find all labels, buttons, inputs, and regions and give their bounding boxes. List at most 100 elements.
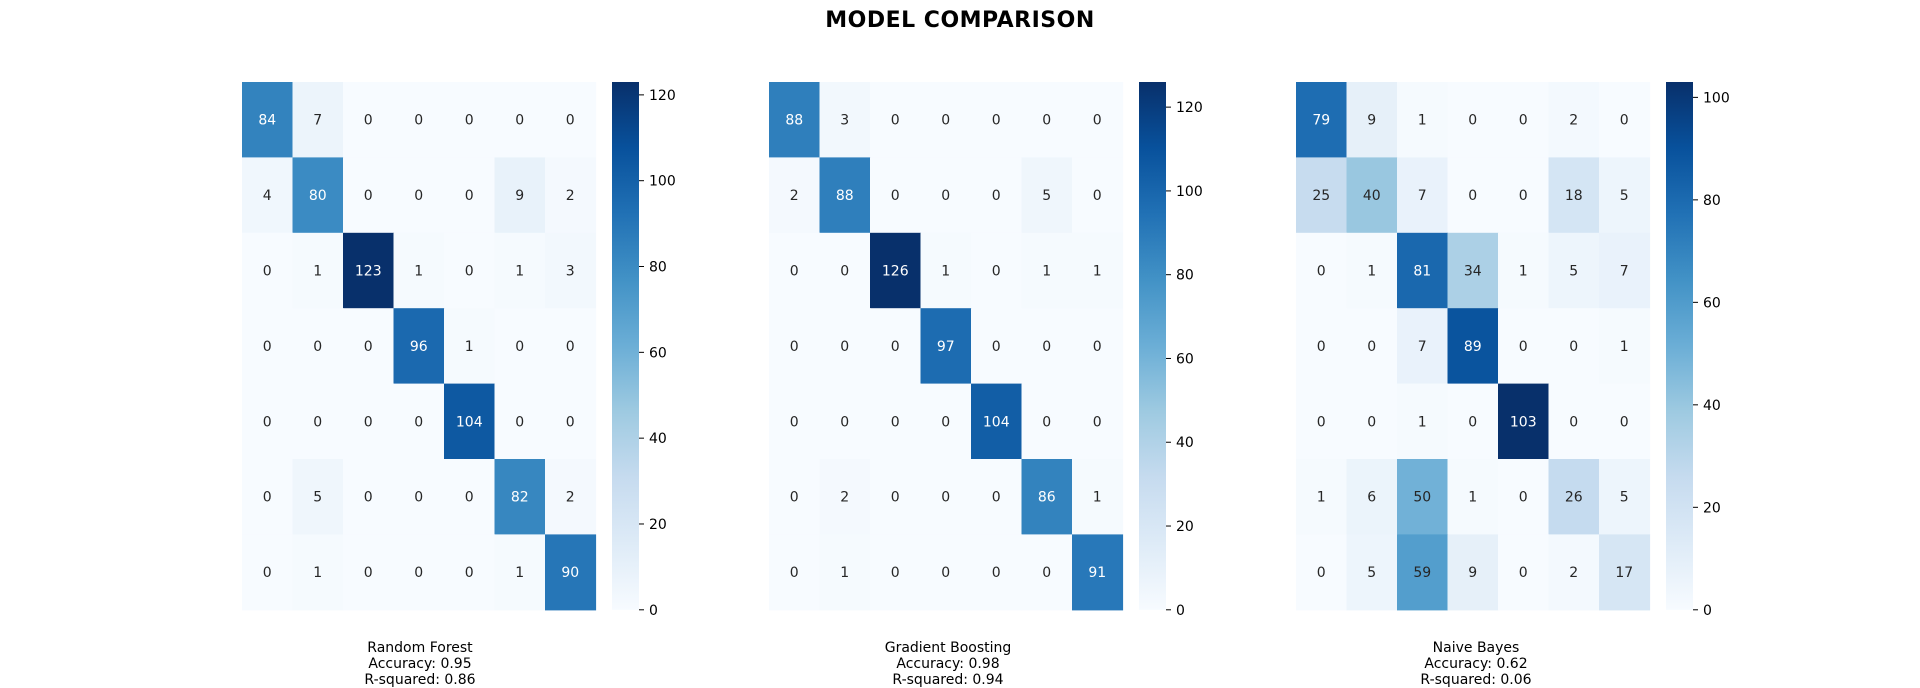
heatmap-cell-r5-c5: [1548, 459, 1600, 535]
heatmap-cell-r3-c3: [1447, 308, 1499, 385]
cell-value-label-r2-c3: 1: [941, 264, 950, 280]
heatmap-cell-r2-c5: [1548, 232, 1600, 309]
heatmap-cell-r6-c2: [1397, 534, 1449, 611]
cell-value-label-r0-c2: 0: [364, 113, 373, 129]
cell-value-label-r5-c3: 0: [414, 490, 423, 506]
heatmap-cell-r5-c4: [1498, 459, 1550, 535]
heatmap-cell-r0-c2: [870, 82, 922, 158]
cell-value-label-r0-c6: 0: [566, 113, 575, 129]
heatmap-cell-r4-c1: [292, 383, 344, 460]
heatmap-cell-r3-c0: [1296, 308, 1348, 385]
heatmap-cell-r6-c5: [1021, 534, 1073, 611]
heatmap-cell-r3-c1: [292, 308, 344, 385]
cell-value-label-r6-c4: 0: [1519, 565, 1528, 581]
heatmap-cell-r4-c6: [1599, 383, 1651, 460]
heatmap-cell-r1-c1: [819, 157, 871, 234]
heatmap-cell-r4-c0: [769, 383, 821, 460]
colorbar-tick-label: 100: [649, 174, 676, 190]
cell-value-label-r1-c1: 88: [836, 188, 854, 204]
cell-value-label-r0-c0: 84: [258, 113, 276, 129]
heatmap-cell-r3-c6: [545, 308, 597, 385]
cell-value-label-r3-c0: 0: [263, 339, 272, 355]
cell-value-label-r5-c1: 6: [1367, 490, 1376, 506]
heatmap-cell-r0-c5: [494, 82, 546, 158]
colorbar-tick-label: 40: [1703, 398, 1721, 414]
heatmap-cell-r4-c3: [1447, 383, 1499, 460]
cell-value-label-r3-c1: 0: [840, 339, 849, 355]
cell-value-label-r4-c5: 0: [1569, 414, 1578, 430]
heatmap-cell-r3-c6: [1599, 308, 1651, 385]
cell-value-label-r5-c5: 86: [1038, 490, 1056, 506]
heatmap-cell-r5-c2: [1397, 459, 1449, 535]
cell-value-label-r1-c2: 7: [1418, 188, 1427, 204]
cell-value-label-r5-c1: 2: [840, 490, 849, 506]
heatmap-cell-r4-c5: [1548, 383, 1600, 460]
heatmap-cell-r3-c1: [1346, 308, 1398, 385]
colorbar-tick-label: 80: [1176, 268, 1194, 284]
cell-value-label-r0-c3: 0: [414, 113, 423, 129]
cell-value-label-r3-c5: 0: [1042, 339, 1051, 355]
heatmap-cell-r6-c5: [494, 534, 546, 611]
heatmap-cell-r3-c5: [494, 308, 546, 385]
cell-value-label-r3-c6: 0: [566, 339, 575, 355]
colorbar-tick-label: 0: [1176, 603, 1185, 619]
colorbar-tick-label: 60: [1703, 295, 1721, 311]
heatmap-cell-r6-c5: [1548, 534, 1600, 611]
cell-value-label-r0-c5: 2: [1569, 113, 1578, 129]
heatmap-cell-r2-c4: [1498, 232, 1550, 309]
colorbar-tick-label: 20: [649, 517, 667, 533]
heatmap-cell-r2-c6: [1599, 232, 1651, 309]
heatmap-cell-r1-c2: [870, 157, 922, 234]
heatmap-cell-r1-c5: [494, 157, 546, 234]
heatmap-cell-r1-c3: [1447, 157, 1499, 234]
cell-value-label-r0-c1: 9: [1367, 113, 1376, 129]
heatmap-cell-r2-c6: [1072, 232, 1124, 309]
cell-value-label-r0-c0: 79: [1312, 113, 1330, 129]
cell-value-label-r0-c3: 0: [941, 113, 950, 129]
heatmap-cell-r0-c1: [292, 82, 344, 158]
cell-value-label-r6-c3: 9: [1468, 565, 1477, 581]
accuracy-label: Accuracy: 0.95: [368, 656, 472, 672]
heatmap-cell-r1-c6: [1599, 157, 1651, 234]
cell-value-label-r1-c3: 0: [1468, 188, 1477, 204]
cell-value-label-r6-c1: 1: [840, 565, 849, 581]
heatmap-panel-random-forest: 84 7 0 0 0 0 04 80 0 0 0 9 20 1 123 1 0 1 30 0 0 96 1 0 00 0 0 0 104…: [242, 82, 676, 619]
heatmap-cell-r4-c1: [819, 383, 871, 460]
cell-value-label-r3-c0: 0: [790, 339, 799, 355]
cell-value-label-r2-c0: 0: [790, 264, 799, 280]
cell-value-label-r3-c3: 96: [410, 339, 428, 355]
cell-value-label-r3-c5: 0: [515, 339, 524, 355]
heatmap-cell-r1-c3: [393, 157, 445, 234]
heatmap-cell-r5-c6: [1072, 459, 1124, 535]
cell-value-label-r1-c2: 0: [364, 188, 373, 204]
heatmap-cell-r3-c2: [1397, 308, 1449, 385]
colorbar-tick-label: 20: [1703, 500, 1721, 516]
heatmap-cell-r1-c6: [1072, 157, 1124, 234]
heatmap-cell-r5-c1: [1346, 459, 1398, 535]
cell-value-label-r5-c3: 1: [1468, 490, 1477, 506]
cell-value-label-r2-c0: 0: [263, 264, 272, 280]
cell-value-label-r1-c1: 80: [309, 188, 327, 204]
heatmap-cell-r4-c5: [1021, 383, 1073, 460]
heatmap-cell-r5-c3: [920, 459, 972, 535]
heatmap-cell-r3-c3: [920, 308, 972, 385]
colorbar-tick-label: 120: [1176, 100, 1203, 116]
heatmap-cell-r6-c2: [343, 534, 395, 611]
r-squared-label: R-squared: 0.86: [364, 672, 476, 688]
cell-value-label-r5-c1: 5: [313, 490, 322, 506]
colorbar: [612, 82, 639, 610]
cell-value-label-r6-c0: 0: [790, 565, 799, 581]
cell-value-label-r5-c0: 1: [1317, 490, 1326, 506]
heatmap-cell-r6-c6: [1072, 534, 1124, 611]
heatmap-panel-gradient-boosting: 88 3 0 0 0 0 02 88 0 0 0 5 00 0 126 1 0 1 10 0 0 97 0 0 00 0 0 0 104…: [769, 82, 1203, 619]
colorbar-tick-label: 20: [1176, 519, 1194, 535]
cell-value-label-r6-c5: 1: [515, 565, 524, 581]
heatmap-cell-r6-c1: [292, 534, 344, 611]
cell-value-label-r6-c6: 90: [561, 565, 579, 581]
heatmap-cell-r5-c0: [1296, 459, 1348, 535]
heatmap-cell-r5-c4: [971, 459, 1023, 535]
heatmap-cell-r5-c1: [292, 459, 344, 535]
cell-value-label-r2-c3: 1: [414, 264, 423, 280]
heatmap-cell-r2-c6: [545, 232, 597, 309]
heatmap-cell-r3-c6: [1072, 308, 1124, 385]
